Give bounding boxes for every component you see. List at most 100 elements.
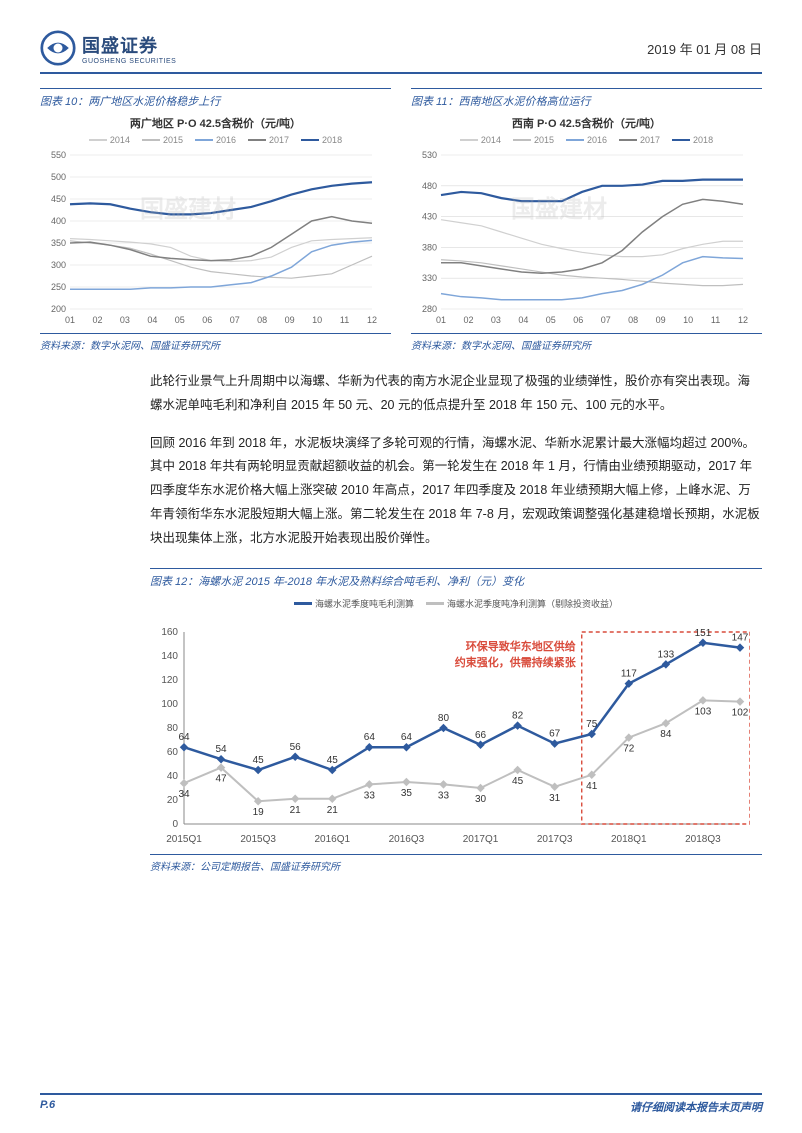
chart-10-subtitle: 两广地区 P·O 42.5含税价（元/吨） — [40, 115, 391, 131]
svg-text:10: 10 — [683, 315, 693, 325]
company-logo-icon — [40, 30, 76, 66]
chart-10-legend: 20142015201620172018 — [40, 135, 391, 145]
chart-10-block: 图表 10：两广地区水泥价格稳步上行 两广地区 P·O 42.5含税价（元/吨）… — [40, 88, 391, 352]
chart-10-svg: 2002503003504004505005500102030405060708… — [40, 149, 380, 329]
svg-text:80: 80 — [167, 723, 179, 734]
svg-text:08: 08 — [628, 315, 638, 325]
svg-text:2017Q3: 2017Q3 — [537, 834, 573, 845]
svg-text:08: 08 — [257, 315, 267, 325]
chart-10-source: 资料来源：数字水泥网、国盛证券研究所 — [40, 333, 391, 352]
svg-text:67: 67 — [549, 729, 561, 740]
svg-text:400: 400 — [51, 216, 66, 226]
svg-text:140: 140 — [161, 651, 178, 662]
svg-text:102: 102 — [732, 708, 749, 719]
svg-text:11: 11 — [711, 315, 720, 325]
svg-text:147: 147 — [732, 633, 749, 644]
svg-text:2018Q1: 2018Q1 — [611, 834, 647, 845]
svg-text:500: 500 — [51, 172, 66, 182]
chart-11-title: 图表 11：西南地区水泥价格高位运行 — [411, 88, 762, 109]
svg-text:117: 117 — [621, 669, 637, 680]
svg-text:环保导致华东地区供给: 环保导致华东地区供给 — [466, 639, 576, 653]
svg-text:03: 03 — [120, 315, 130, 325]
svg-text:100: 100 — [161, 699, 178, 710]
svg-text:31: 31 — [549, 793, 561, 804]
svg-text:80: 80 — [438, 713, 450, 724]
chart-11-source: 资料来源：数字水泥网、国盛证券研究所 — [411, 333, 762, 352]
svg-text:54: 54 — [216, 744, 228, 755]
svg-text:12: 12 — [738, 315, 748, 325]
svg-text:45: 45 — [253, 755, 265, 766]
body-text: 此轮行业景气上升周期中以海螺、华新为代表的南方水泥企业显现了极强的业绩弹性，股价… — [150, 370, 762, 550]
chart-10-title: 图表 10：两广地区水泥价格稳步上行 — [40, 88, 391, 109]
svg-text:84: 84 — [660, 729, 672, 740]
svg-text:10: 10 — [312, 315, 322, 325]
svg-text:02: 02 — [463, 315, 473, 325]
logo: 国盛证券 GUOSHENG SECURITIES — [40, 30, 176, 66]
svg-text:160: 160 — [161, 627, 178, 638]
svg-text:75: 75 — [586, 719, 598, 730]
svg-text:200: 200 — [51, 304, 66, 314]
svg-text:330: 330 — [422, 273, 437, 283]
svg-text:01: 01 — [436, 315, 446, 325]
svg-text:21: 21 — [327, 805, 339, 816]
svg-text:约束强化，供需持续紧张: 约束强化，供需持续紧张 — [455, 655, 577, 669]
svg-text:60: 60 — [167, 747, 179, 758]
svg-text:09: 09 — [285, 315, 295, 325]
page-number: P.6 — [40, 1099, 55, 1115]
paragraph-2: 回顾 2016 年到 2018 年，水泥板块演绎了多轮可观的行情，海螺水泥、华新… — [150, 432, 762, 551]
svg-text:21: 21 — [290, 805, 302, 816]
svg-text:350: 350 — [51, 238, 66, 248]
svg-text:2018Q3: 2018Q3 — [685, 834, 721, 845]
svg-text:34: 34 — [178, 789, 190, 800]
company-name-en: GUOSHENG SECURITIES — [82, 58, 176, 65]
chart-12-source: 资料来源：公司定期报告、国盛证券研究所 — [150, 854, 762, 873]
svg-text:30: 30 — [475, 794, 487, 805]
svg-text:250: 250 — [51, 282, 66, 292]
chart-12-svg: 0 20 40 60 80 100 120 140 160 2015Q1 2015Q3 2016Q1 2… — [150, 620, 750, 850]
svg-text:2016Q3: 2016Q3 — [389, 834, 425, 845]
svg-text:09: 09 — [656, 315, 666, 325]
chart-11-subtitle: 西南 P·O 42.5含税价（元/吨） — [411, 115, 762, 131]
svg-text:05: 05 — [546, 315, 556, 325]
svg-text:04: 04 — [147, 315, 157, 325]
svg-text:05: 05 — [175, 315, 185, 325]
svg-text:280: 280 — [422, 304, 437, 314]
svg-text:02: 02 — [92, 315, 102, 325]
svg-text:40: 40 — [167, 771, 179, 782]
svg-text:45: 45 — [327, 755, 339, 766]
svg-text:03: 03 — [491, 315, 501, 325]
svg-text:33: 33 — [364, 791, 376, 802]
svg-text:04: 04 — [518, 315, 528, 325]
svg-text:07: 07 — [601, 315, 611, 325]
svg-text:120: 120 — [161, 675, 178, 686]
svg-text:20: 20 — [167, 795, 179, 806]
svg-text:2016Q1: 2016Q1 — [314, 834, 350, 845]
chart-11-legend: 20142015201620172018 — [411, 135, 762, 145]
svg-text:151: 151 — [695, 628, 712, 639]
svg-text:300: 300 — [51, 260, 66, 270]
svg-text:64: 64 — [364, 732, 376, 743]
svg-text:11: 11 — [340, 315, 349, 325]
svg-text:380: 380 — [422, 242, 437, 252]
svg-text:12: 12 — [367, 315, 377, 325]
svg-text:35: 35 — [401, 788, 413, 799]
svg-text:2017Q1: 2017Q1 — [463, 834, 499, 845]
svg-text:2015Q3: 2015Q3 — [240, 834, 276, 845]
chart-11-block: 图表 11：西南地区水泥价格高位运行 西南 P·O 42.5含税价（元/吨） 2… — [411, 88, 762, 352]
svg-text:2015Q1: 2015Q1 — [166, 834, 202, 845]
svg-text:07: 07 — [230, 315, 240, 325]
svg-text:550: 550 — [51, 150, 66, 160]
svg-text:133: 133 — [658, 650, 675, 661]
footer-disclaimer: 请仔细阅读本报告末页声明 — [630, 1099, 762, 1115]
page-footer: P.6 请仔细阅读本报告末页声明 — [40, 1093, 762, 1115]
page-header: 国盛证券 GUOSHENG SECURITIES 2019 年 01 月 08 … — [40, 30, 762, 74]
svg-text:66: 66 — [475, 730, 487, 741]
svg-text:0: 0 — [172, 819, 178, 830]
svg-text:450: 450 — [51, 194, 66, 204]
svg-text:72: 72 — [623, 744, 635, 755]
svg-text:82: 82 — [512, 711, 524, 722]
svg-text:480: 480 — [422, 181, 437, 191]
svg-text:06: 06 — [202, 315, 212, 325]
svg-text:430: 430 — [422, 212, 437, 222]
svg-text:530: 530 — [422, 150, 437, 160]
